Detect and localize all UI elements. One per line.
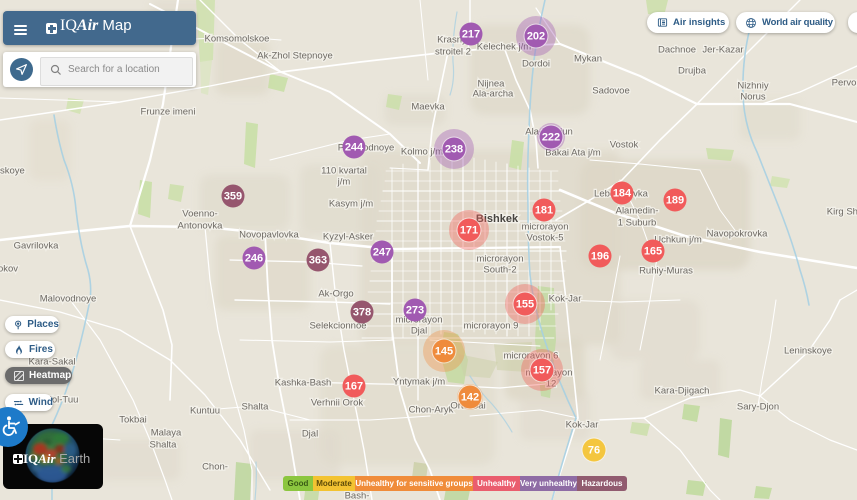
svg-text:Bakai Ata j/m: Bakai Ata j/m bbox=[545, 147, 601, 158]
svg-text:Ak-Orgo: Ak-Orgo bbox=[318, 288, 353, 299]
svg-text:Maevka: Maevka bbox=[411, 101, 445, 112]
svg-text:Selekcionnoe: Selekcionnoe bbox=[309, 320, 366, 331]
svg-text:Gavrilovka: Gavrilovka bbox=[14, 240, 60, 251]
svg-text:Kelechek j/m: Kelechek j/m bbox=[477, 41, 531, 52]
svg-text:Leninskoye: Leninskoye bbox=[784, 345, 832, 356]
svg-text:Norus: Norus bbox=[740, 91, 766, 102]
svg-text:1 Suburb: 1 Suburb bbox=[618, 217, 657, 228]
svg-text:Antonovka: Antonovka bbox=[178, 220, 224, 231]
svg-text:microrayon: microrayon bbox=[477, 253, 524, 264]
svg-text:Mykan: Mykan bbox=[574, 53, 602, 64]
svg-text:Dachnoe: Dachnoe bbox=[658, 44, 696, 55]
svg-text:Kuntuu: Kuntuu bbox=[190, 405, 220, 416]
svg-text:Shalta: Shalta bbox=[150, 439, 178, 450]
svg-text:Tokbai: Tokbai bbox=[119, 414, 146, 425]
svg-text:Novopavlovka: Novopavlovka bbox=[239, 229, 299, 240]
svg-text:Kashka-Bash: Kashka-Bash bbox=[275, 377, 332, 388]
svg-text:Kol-Tuu: Kol-Tuu bbox=[46, 394, 79, 405]
svg-text:j/m: j/m bbox=[337, 176, 351, 187]
svg-text:Ak-Zhol Stepnoye: Ak-Zhol Stepnoye bbox=[257, 50, 333, 61]
svg-text:Pervom: Pervom bbox=[832, 77, 857, 88]
svg-text:Chon-Aryk: Chon-Aryk bbox=[409, 404, 454, 415]
svg-text:Kolmo j/m: Kolmo j/m bbox=[401, 146, 443, 157]
svg-text:Kasym j/m: Kasym j/m bbox=[329, 198, 373, 209]
svg-text:Kok-Jar: Kok-Jar bbox=[566, 419, 599, 430]
svg-text:Chon-: Chon- bbox=[202, 461, 228, 472]
svg-text:12: 12 bbox=[546, 378, 557, 389]
svg-text:Jer-Kazar: Jer-Kazar bbox=[702, 44, 743, 55]
svg-text:microrayon: microrayon bbox=[522, 221, 569, 232]
svg-text:Nijnea: Nijnea bbox=[478, 78, 506, 89]
svg-text:Dordoi: Dordoi bbox=[522, 58, 550, 69]
svg-text:Alamedin-: Alamedin- bbox=[616, 205, 659, 216]
svg-text:Malovodnoye: Malovodnoye bbox=[40, 293, 97, 304]
svg-text:stroitel 2: stroitel 2 bbox=[435, 46, 471, 57]
svg-text:Navopokrovka: Navopokrovka bbox=[707, 228, 768, 239]
svg-text:Ala-archa: Ala-archa bbox=[473, 88, 514, 99]
svg-text:Bash-: Bash- bbox=[345, 490, 370, 500]
svg-text:Malaya: Malaya bbox=[151, 427, 182, 438]
svg-text:Yntymak j/m: Yntymak j/m bbox=[393, 376, 445, 387]
svg-text:Komsomolskoe: Komsomolskoe bbox=[205, 33, 270, 44]
svg-text:Bishkek: Bishkek bbox=[476, 213, 519, 225]
svg-text:Verhnii Orok: Verhnii Orok bbox=[311, 397, 364, 408]
svg-text:Kirg She: Kirg She bbox=[827, 206, 857, 217]
svg-text:South-2: South-2 bbox=[483, 264, 516, 275]
svg-text:microrayon 9: microrayon 9 bbox=[464, 320, 519, 331]
svg-text:Ruhiy-Muras: Ruhiy-Muras bbox=[639, 265, 693, 276]
svg-text:Kyzyl-Asker: Kyzyl-Asker bbox=[323, 231, 373, 242]
svg-text:yskoye: yskoye bbox=[0, 165, 25, 176]
svg-text:Djal: Djal bbox=[411, 325, 427, 336]
svg-text:Shalta: Shalta bbox=[242, 401, 270, 412]
svg-text:Sary-Djon: Sary-Djon bbox=[737, 401, 779, 412]
svg-text:okov: okov bbox=[0, 263, 18, 274]
svg-text:Drujba: Drujba bbox=[678, 65, 707, 76]
svg-text:Vostok-5: Vostok-5 bbox=[527, 232, 564, 243]
svg-text:Vostok: Vostok bbox=[610, 139, 639, 150]
svg-text:Voenno-: Voenno- bbox=[182, 208, 217, 219]
svg-text:Nizhniy: Nizhniy bbox=[737, 80, 768, 91]
svg-text:110 kvartal: 110 kvartal bbox=[321, 165, 367, 176]
svg-text:Kok-Jar: Kok-Jar bbox=[549, 293, 582, 304]
svg-text:Uchkun j/m: Uchkun j/m bbox=[654, 234, 702, 245]
svg-text:Kara-Sakal: Kara-Sakal bbox=[29, 356, 76, 367]
svg-text:Djal: Djal bbox=[302, 428, 318, 439]
svg-text:Frunze imeni: Frunze imeni bbox=[141, 106, 196, 117]
svg-text:Kara-Djigach: Kara-Djigach bbox=[655, 385, 710, 396]
svg-text:Sadovoe: Sadovoe bbox=[592, 85, 630, 96]
